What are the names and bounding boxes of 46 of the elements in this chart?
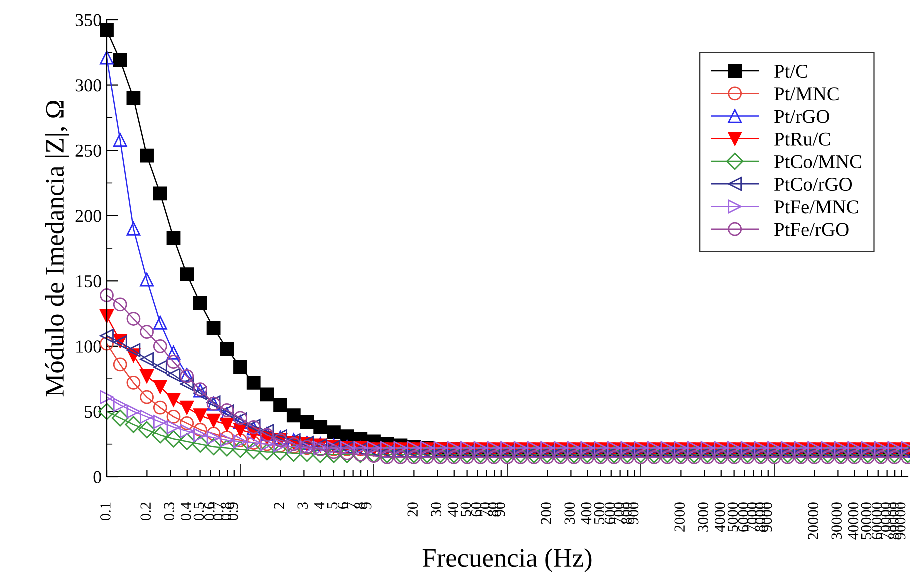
y-tick-label: 150: [76, 275, 102, 288]
x-tick-label: 0.4: [180, 502, 192, 521]
y-tick-label: 300: [76, 80, 102, 92]
legend-label: PtFe/MNC: [774, 200, 858, 214]
y-tick-label: 200: [76, 210, 102, 222]
x-tick-label: 30000: [832, 502, 842, 540]
x-tick-label: 2: [274, 502, 284, 509]
x-tick-label: 40: [448, 502, 458, 517]
y-axis-title: Módulo de Imedancia |Z|, Ω: [45, 101, 70, 397]
x-tick-label: 40000: [848, 502, 859, 540]
x-tick-label: 20: [408, 502, 418, 517]
x-tick-label: 6000: [738, 502, 749, 532]
x-tick-label: 3: [298, 502, 308, 509]
x-tick-label: 0.5: [194, 502, 204, 521]
y-tick-label: 0: [94, 471, 102, 484]
x-tick-label: 500: [594, 502, 605, 524]
legend-label: Pt/rGO: [774, 110, 830, 124]
x-tick-label: 60000: [872, 502, 882, 540]
legend-label: PtFe/rGO: [774, 223, 849, 236]
legend-label: PtCo/rGO: [774, 178, 852, 192]
x-tick-label: 400: [581, 502, 592, 525]
legend-label: Pt/C: [774, 64, 808, 78]
y-tick-label: 100: [76, 340, 102, 353]
x-tick-label: 600: [604, 502, 616, 524]
x-tick-label: 200: [541, 502, 552, 524]
x-tick-label: 0.3: [164, 502, 175, 521]
x-tick-label: 3000: [698, 502, 709, 532]
legend-label: PtCo/MNC: [774, 155, 862, 168]
legend-label: PtRu/C: [774, 132, 830, 146]
x-tick-label: 300: [564, 502, 576, 524]
x-tick-label: 2000: [674, 502, 686, 532]
x-tick-label: 5: [327, 502, 338, 509]
x-tick-label: 30: [431, 502, 442, 517]
x-tick-label: 5000: [728, 502, 738, 532]
y-tick-label: 250: [76, 144, 102, 158]
x-tick-label: 20000: [808, 502, 819, 540]
x-tick-label: 50: [460, 502, 472, 516]
x-axis-title: Frecuencia (Hz): [422, 548, 592, 572]
legend-label: Pt/MNC: [774, 88, 839, 101]
x-tick-label: 4000: [714, 502, 726, 532]
x-tick-label: 50000: [861, 502, 872, 540]
x-tick-label: 4: [314, 502, 325, 510]
y-tick-label: 350: [76, 14, 102, 26]
x-tick-label: 0.2: [140, 502, 152, 521]
x-tick-label: 0.1: [100, 502, 111, 521]
y-tick-label: 50: [85, 406, 102, 418]
